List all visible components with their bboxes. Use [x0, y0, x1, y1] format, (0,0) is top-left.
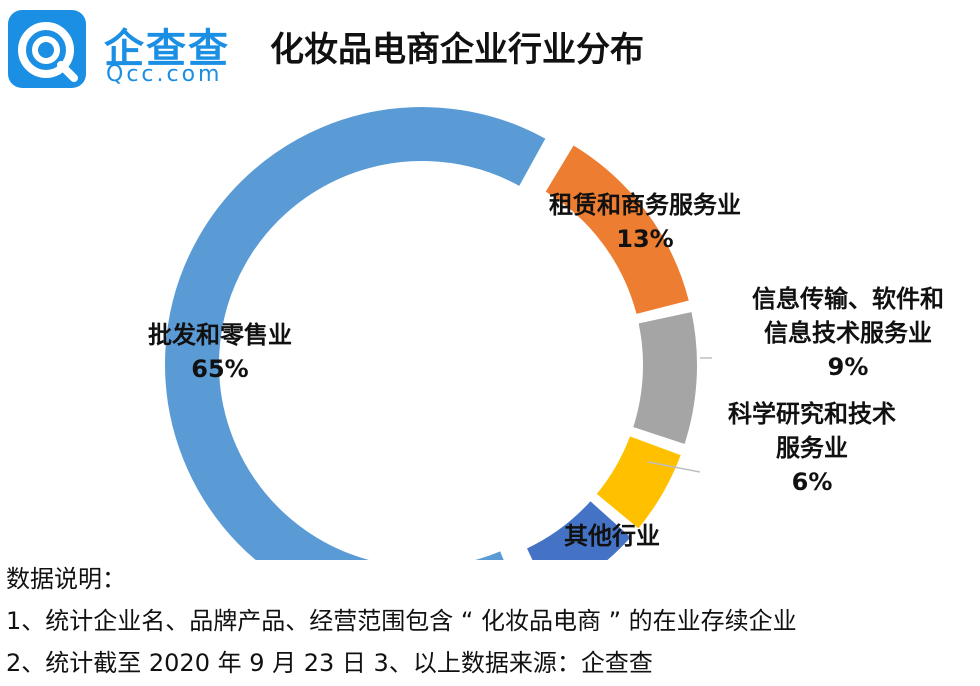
slice-label-2-line-1: 信息技术服务业 [764, 319, 932, 347]
donut-slice-1 [542, 142, 692, 317]
donut-slice-0 [163, 105, 549, 560]
slice-label-1: 租赁和商务服务业 13% [549, 191, 741, 253]
slice-label-3-line-1: 服务业 [776, 434, 848, 462]
donut-slice-2 [630, 309, 699, 447]
notes-line-2: 2、统计截至 2020 年 9 月 23 日 3、以上数据来源：企查查 [6, 649, 653, 677]
slice-label-2-line-2: 9% [828, 353, 869, 381]
slice-label-3-line-0: 科学研究和技术 [728, 400, 896, 428]
chart-title: 化妆品电商企业行业分布 [270, 30, 644, 70]
slice-label-0-line-0: 批发和零售业 [148, 321, 292, 349]
data-notes: 数据说明： 1、统计企业名、品牌产品、经营范围包含 “ 化妆品电商 ” 的在业存… [6, 558, 797, 684]
slice-label-2-line-0: 信息传输、软件和 [752, 285, 944, 313]
donut-slice-4 [524, 498, 634, 560]
qcc-logo-icon [8, 10, 86, 88]
logo: 企查查 Qcc.com [8, 10, 248, 90]
slice-label-0: 批发和零售业 65% [148, 321, 292, 383]
logo-text-en: Qcc.com [106, 62, 223, 87]
logo-text-cn: 企查查 [104, 26, 230, 72]
slice-label-4: 其他行业 7% [564, 522, 660, 560]
slice-label-3-line-2: 6% [792, 468, 833, 496]
slice-label-2: 信息传输、软件和信息技术服务业 9% [752, 285, 944, 381]
slice-label-4-line-1: 7% [592, 556, 633, 560]
donut-slice-3 [594, 433, 684, 532]
slice-label-3: 科学研究和技术服务业 6% [728, 400, 896, 496]
slice-label-0-line-1: 65% [191, 355, 248, 383]
slice-label-4-line-0: 其他行业 [564, 522, 660, 550]
slice-label-1-line-1: 13% [616, 225, 673, 253]
leader-line-3 [647, 461, 701, 473]
notes-heading: 数据说明： [6, 565, 126, 593]
donut-chart: 批发和零售业 65% 租赁和商务服务业 13% 信息传输、软件和信息技术服务业 9% 科学研… [148, 105, 944, 560]
slice-label-1-line-0: 租赁和商务服务业 [549, 191, 741, 219]
notes-line-1: 1、统计企业名、品牌产品、经营范围包含 “ 化妆品电商 ” 的在业存续企业 [6, 607, 797, 635]
